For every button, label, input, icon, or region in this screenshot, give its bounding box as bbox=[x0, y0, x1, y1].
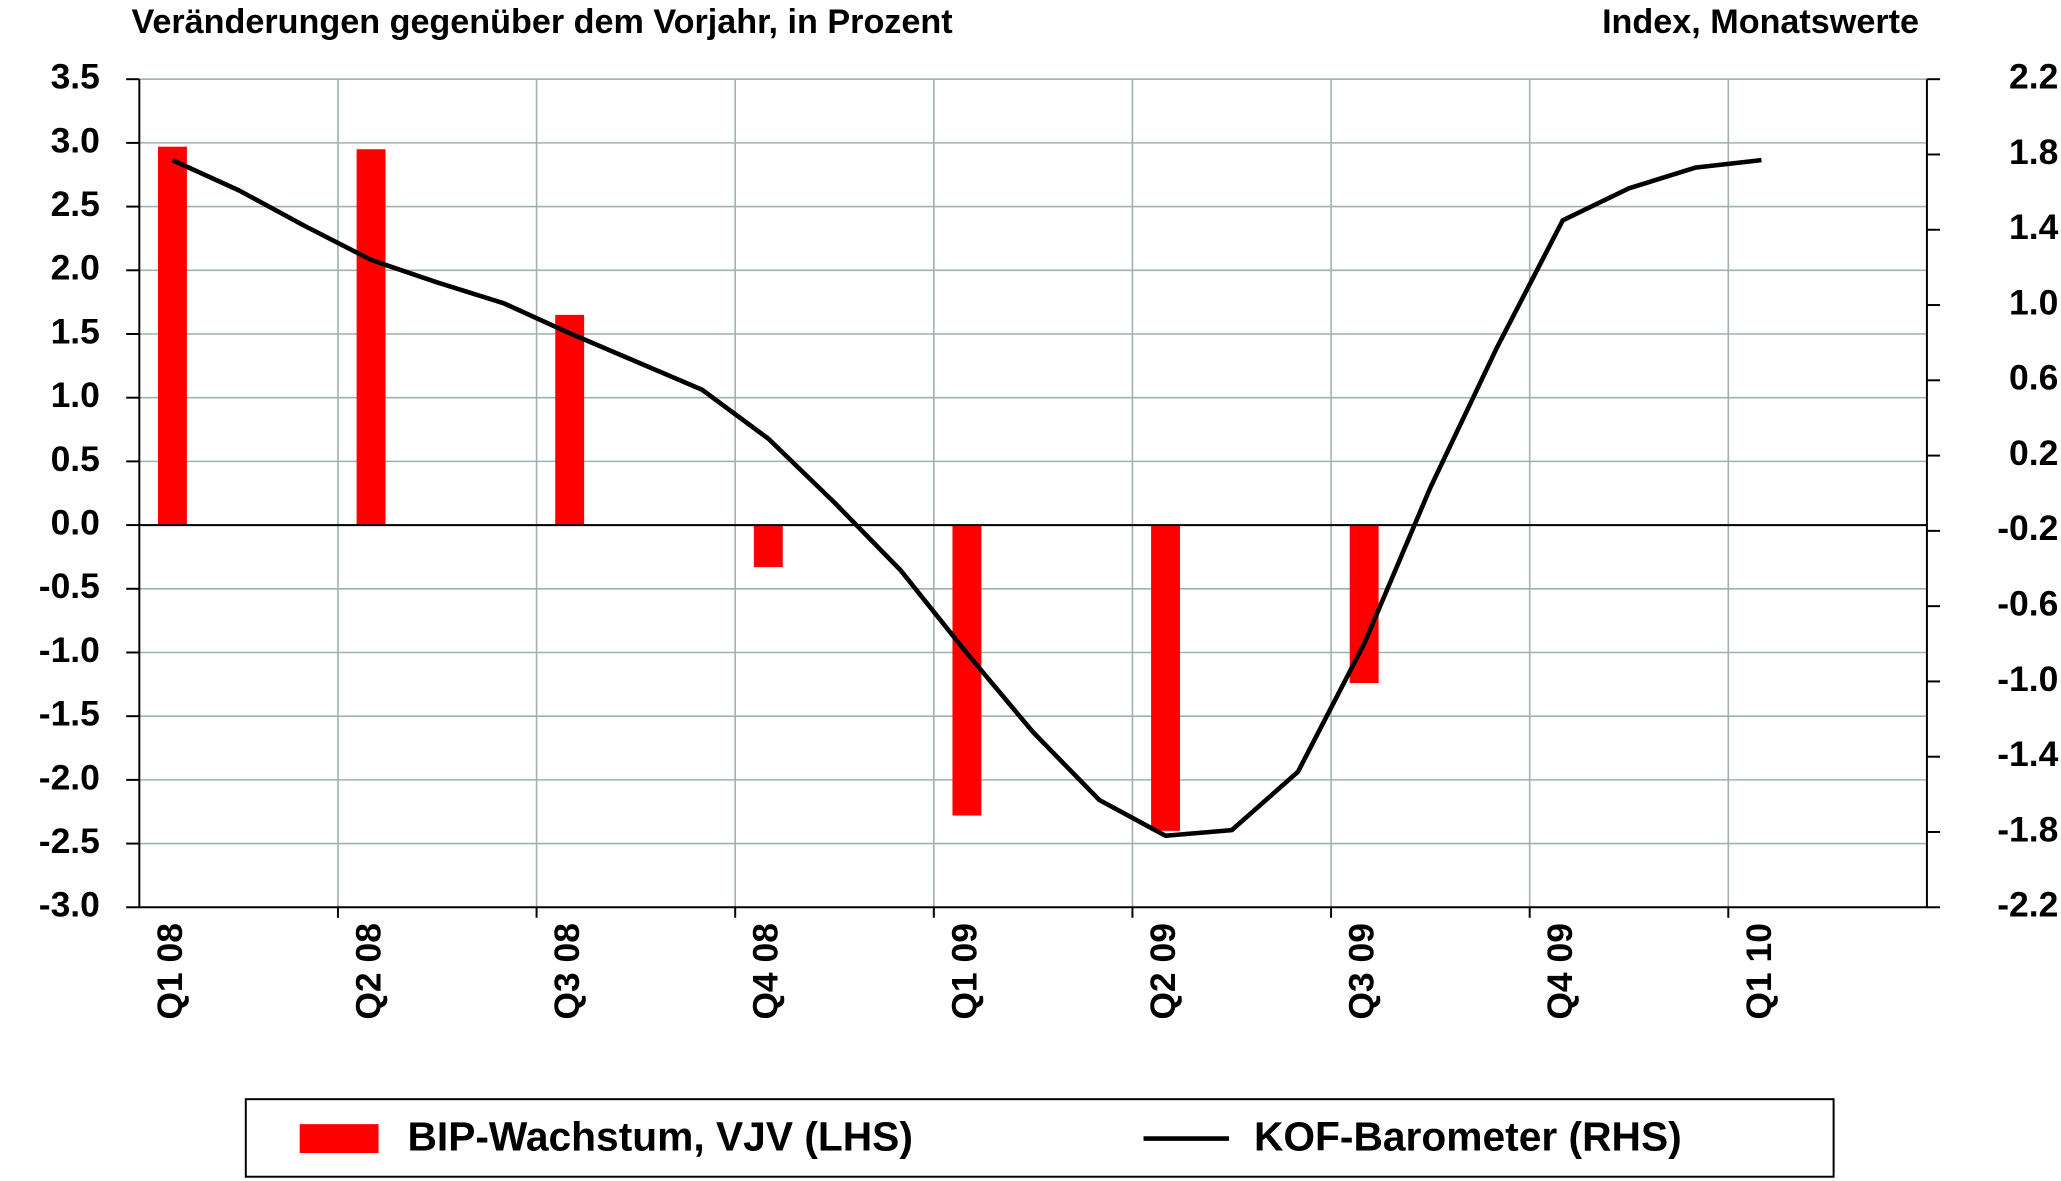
legend-label: BIP-Wachstum, VJV (LHS) bbox=[407, 1114, 912, 1160]
x-tick-label: Q1 10 bbox=[1739, 923, 1779, 1020]
bar bbox=[1349, 525, 1379, 684]
y-tick-label: -1.0 bbox=[39, 630, 100, 670]
bar bbox=[753, 525, 783, 568]
y2-tick-label: -1.0 bbox=[1997, 659, 2058, 699]
x-tick-label: Q3 08 bbox=[547, 923, 587, 1020]
y-tick-label: 3.5 bbox=[51, 57, 100, 97]
y-tick-label: 1.5 bbox=[51, 311, 100, 351]
y-tick-label: 2.5 bbox=[51, 184, 100, 224]
legend-box bbox=[244, 1098, 1835, 1178]
x-tick-label: Q2 08 bbox=[348, 923, 388, 1020]
bar bbox=[157, 146, 187, 526]
y2-tick-label: -0.6 bbox=[1997, 584, 2058, 624]
y-tick-label: 0.5 bbox=[51, 439, 100, 479]
x-tick-label: Q4 08 bbox=[746, 923, 786, 1020]
y-tick-label: 0.0 bbox=[51, 502, 100, 542]
y2-tick-label: -1.4 bbox=[1997, 734, 2058, 774]
y2-tick-label: 1.4 bbox=[2009, 207, 2059, 247]
y2-tick-label: 1.8 bbox=[2009, 132, 2058, 172]
x-tick-label: Q3 09 bbox=[1342, 923, 1382, 1020]
y-tick-label: 1.0 bbox=[51, 375, 100, 415]
x-tick-label: Q2 09 bbox=[1143, 923, 1183, 1020]
y-tick-label: -0.5 bbox=[39, 566, 100, 606]
bar bbox=[356, 149, 386, 526]
y2-tick-label: 0.6 bbox=[2009, 358, 2058, 398]
line bbox=[171, 157, 1762, 839]
x-tick-label: Q4 09 bbox=[1540, 923, 1580, 1020]
right-axis-title: Index, Monatswerte bbox=[1602, 3, 1919, 41]
x-tick-label: Q1 09 bbox=[944, 923, 984, 1020]
legend-swatch bbox=[299, 1124, 379, 1154]
legend-label: KOF-Barometer (RHS) bbox=[1254, 1114, 1682, 1160]
left-axis-title: Veränderungen gegenüber dem Vorjahr, in … bbox=[131, 3, 952, 41]
bar bbox=[952, 525, 982, 816]
y-tick-label: -2.5 bbox=[39, 821, 100, 861]
y2-tick-label: 1.0 bbox=[2009, 282, 2058, 322]
bar bbox=[555, 314, 585, 526]
x-tick-label: Q1 08 bbox=[150, 923, 190, 1020]
y-tick-label: -1.5 bbox=[39, 694, 100, 734]
y-tick-label: -2.0 bbox=[39, 757, 100, 797]
y2-tick-label: 0.2 bbox=[2009, 433, 2058, 473]
y2-tick-label: -0.2 bbox=[1997, 508, 2058, 548]
y-tick-label: 2.0 bbox=[51, 248, 100, 288]
y-tick-label: -3.0 bbox=[39, 885, 100, 925]
y2-tick-label: 2.2 bbox=[2009, 57, 2058, 97]
y2-tick-label: -2.2 bbox=[1997, 885, 2058, 925]
bar bbox=[1151, 525, 1181, 831]
y-tick-label: 3.0 bbox=[51, 120, 100, 160]
y2-tick-label: -1.8 bbox=[1997, 809, 2058, 849]
